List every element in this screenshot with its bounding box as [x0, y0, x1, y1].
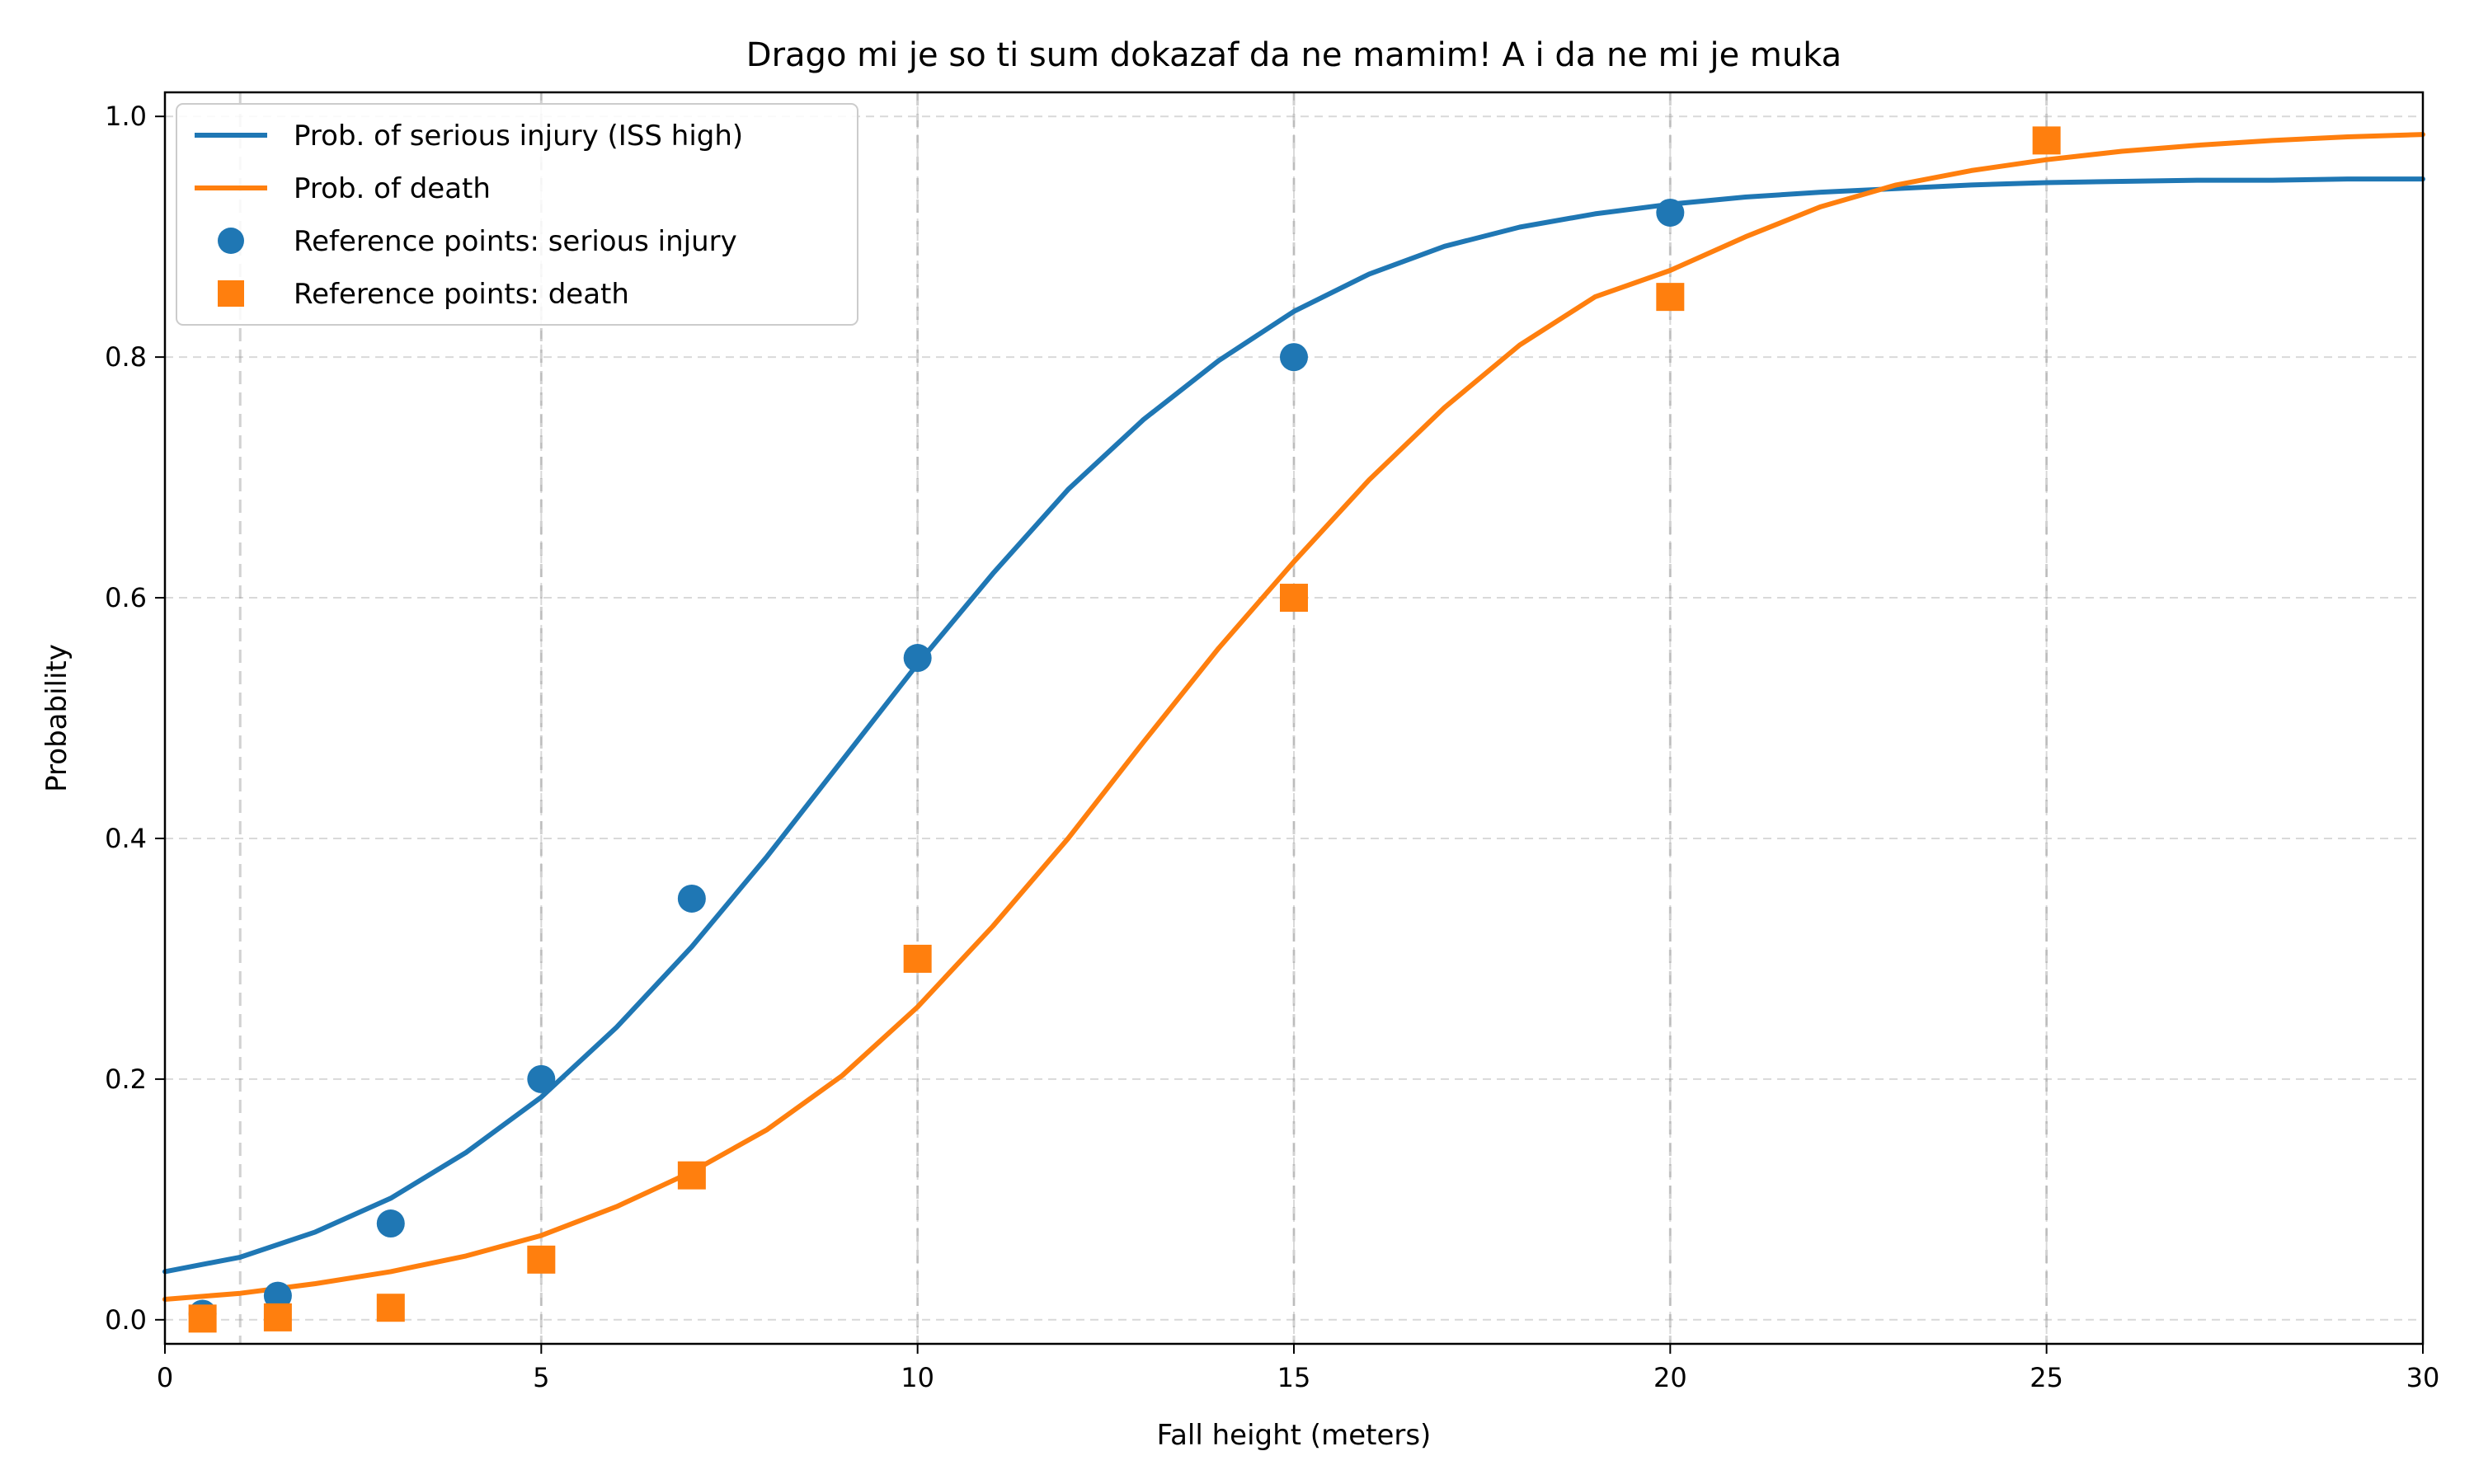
x-tick-label: 15 [1277, 1362, 1311, 1393]
x-tick-label: 5 [533, 1362, 549, 1393]
data-point [903, 944, 932, 973]
y-tick-label: 1.0 [105, 101, 147, 132]
x-tick-label: 10 [901, 1362, 934, 1393]
series-line [162, 132, 2425, 1302]
data-point [2032, 126, 2061, 155]
data-point [263, 1303, 292, 1331]
data-point [1656, 283, 1685, 312]
legend-label-death-points: Reference points: death [294, 278, 629, 311]
axis-ticks: 0 5 10 15 20 25 30 0.0 0.2 0.4 0.6 0.8 1.0 [105, 101, 2439, 1393]
x-tick-label: 30 [2406, 1362, 2440, 1393]
data-point [1280, 584, 1308, 613]
reference-vlines [238, 92, 2048, 1344]
data-point [903, 644, 932, 673]
x-axis-title: Fall height (meters) [1157, 1419, 1432, 1452]
data-point [1656, 198, 1685, 227]
x-tick-label: 20 [1653, 1362, 1687, 1393]
series-line [162, 176, 2425, 1275]
data-point [376, 1294, 405, 1322]
y-tick-label: 0.6 [105, 582, 147, 613]
x-tick-label: 0 [157, 1362, 173, 1393]
data-point [376, 1209, 405, 1238]
legend-label-death: Prob. of death [294, 172, 491, 205]
data-point [677, 1161, 706, 1190]
y-axis-title: Probability [40, 644, 73, 792]
data-point [527, 1245, 556, 1274]
y-tick-label: 0.4 [105, 823, 147, 854]
legend: Prob. of serious injury (ISS high) Prob.… [176, 103, 858, 326]
data-point [1280, 343, 1308, 372]
data-point [677, 884, 706, 913]
y-tick-label: 0.8 [105, 341, 147, 373]
plot-area [162, 126, 2425, 1333]
legend-box [176, 103, 858, 326]
data-point [527, 1064, 556, 1093]
x-tick-label: 25 [2030, 1362, 2063, 1393]
data-point [263, 1281, 292, 1310]
legend-label-injury: Prob. of serious injury (ISS high) [294, 120, 743, 153]
legend-marker-injury-points [218, 228, 244, 254]
chart-title: Drago mi je so ti sum dokazaf da ne mami… [746, 36, 1841, 74]
data-point [188, 1304, 217, 1333]
legend-marker-death-points [218, 280, 244, 307]
y-tick-label: 0.2 [105, 1064, 147, 1095]
legend-label-injury-points: Reference points: serious injury [294, 225, 737, 258]
y-tick-label: 0.0 [105, 1304, 147, 1336]
